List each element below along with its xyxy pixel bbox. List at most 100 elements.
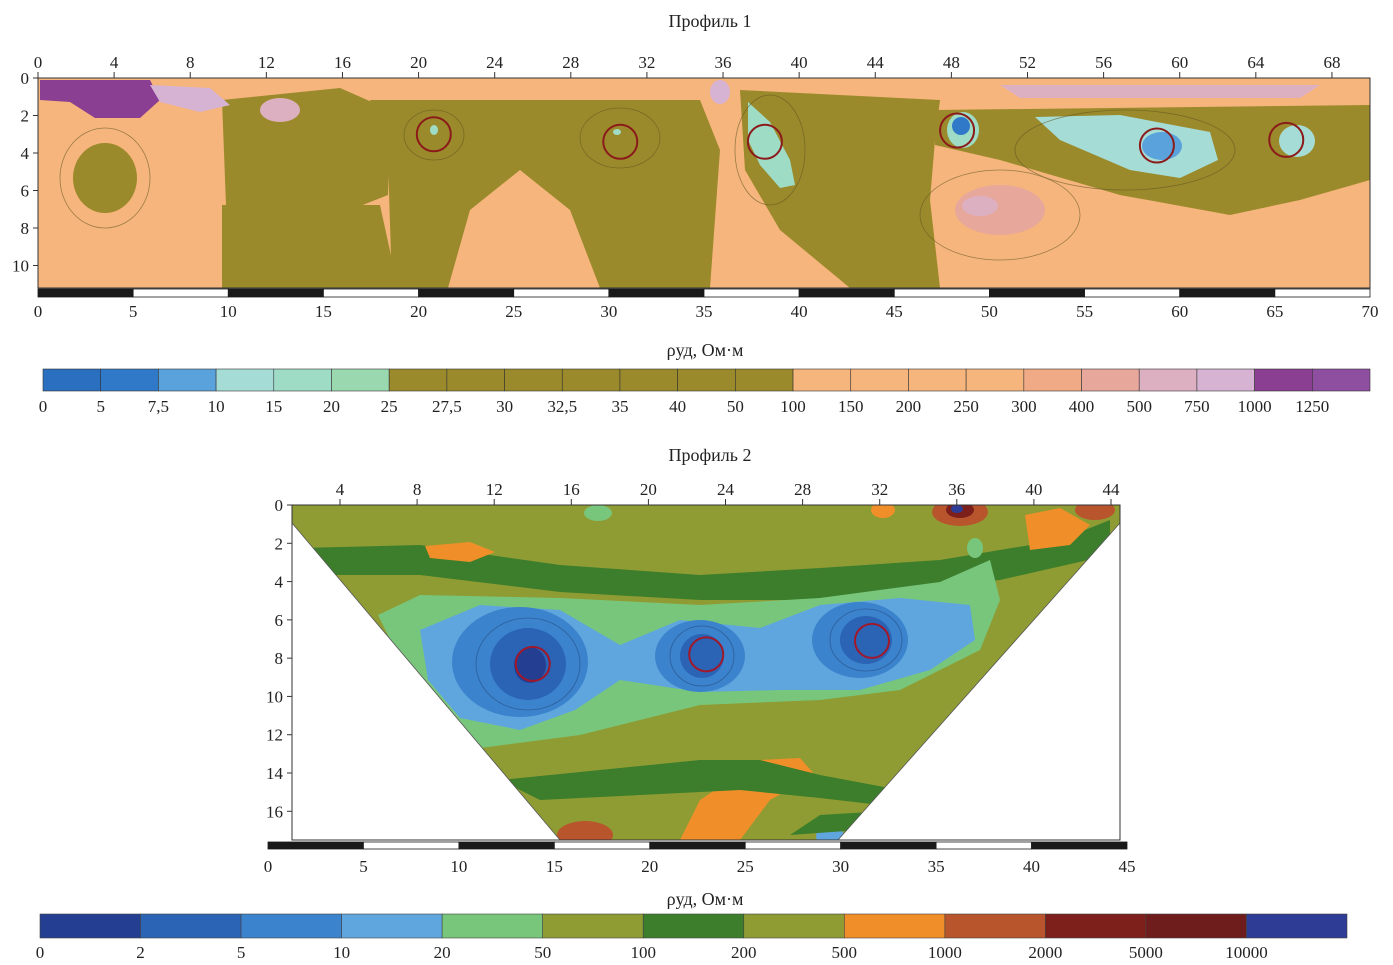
scale-bar-segment (363, 841, 460, 850)
colorbar-2-tick-label: 500 (832, 943, 858, 962)
p1-region (1035, 115, 1218, 178)
colorbar-2-label: ρуд, Ом·м (667, 889, 744, 909)
p1-frame (37, 77, 1371, 289)
anomaly-marker (602, 123, 639, 160)
colorbar-2-swatch (39, 913, 141, 939)
p1-region (962, 196, 998, 216)
p2-top-tick-label: 20 (640, 480, 657, 499)
p1-scale-tick-label: 55 (1076, 302, 1093, 321)
colorbar-1-tick-label: 35 (611, 397, 628, 416)
p1-top-tick-label: 48 (943, 53, 960, 72)
colorbar-2-swatch (642, 913, 745, 939)
anomaly-marker (1138, 127, 1175, 164)
scale-bar-segment (267, 841, 364, 850)
scale-bar-segment (1031, 841, 1128, 850)
p2-y-tick-label: 0 (275, 496, 284, 515)
colorbar-1-swatch (677, 368, 736, 392)
p2-y-tick-label: 2 (275, 534, 284, 553)
p1-region (260, 98, 300, 122)
p1-scale-tick-label: 20 (410, 302, 427, 321)
colorbar-1: 0 5 7,5 10 15 20 25 27,5 30 32,5 35 40 50 100 150 200 25… (39, 368, 1371, 416)
anomaly-marker (939, 112, 976, 149)
p2-region (1075, 505, 1115, 520)
colorbar-1-swatch (1254, 368, 1313, 392)
p1-top-tick-label: 68 (1323, 53, 1340, 72)
p1-region (748, 102, 795, 188)
colorbar-1-swatch (619, 368, 678, 392)
p2-y-tick-label: 16 (266, 802, 283, 821)
colorbar-2-swatch (743, 913, 845, 939)
p2-y-tick-label: 8 (275, 649, 284, 668)
p1-region (222, 205, 400, 288)
colorbar-1-tick-label: 10 (208, 397, 225, 416)
p2-scale-tick-label: 0 (264, 857, 273, 876)
colorbar-1-swatch (1138, 368, 1198, 392)
p2-y-tick-label: 10 (266, 687, 283, 706)
colorbar-2-swatch (341, 913, 443, 939)
colorbar-1-tick-label: 7,5 (148, 397, 169, 416)
p1-top-tick-label: 56 (1095, 53, 1112, 72)
p1-region (430, 125, 438, 135)
p2-top-tick-label: 40 (1025, 480, 1042, 499)
colorbar-2-swatch (1246, 913, 1348, 939)
p1-scale-tick-label: 5 (129, 302, 138, 321)
colorbar-2-swatch (542, 913, 644, 939)
p2-scale-tick-label: 35 (928, 857, 945, 876)
p1-scale-tick-label: 40 (791, 302, 808, 321)
p1-top-tick-label: 24 (486, 53, 504, 72)
p1-scale-tick-label: 60 (1171, 302, 1188, 321)
p2-region (951, 505, 963, 513)
colorbar-2-tick-label: 50 (534, 943, 551, 962)
colorbar-2-swatch (1045, 913, 1147, 939)
profile-2-x-axis-top: 4 8 12 16 20 24 28 32 36 40 44 (336, 480, 1120, 505)
p2-top-tick-label: 24 (717, 480, 735, 499)
colorbar-2-swatch (140, 913, 242, 939)
colorbar-1-swatch (908, 368, 967, 392)
p1-top-tick-label: 64 (1247, 53, 1265, 72)
colorbar-2-swatch (240, 913, 342, 939)
anomaly-marker (853, 622, 890, 659)
p1-top-tick-label: 44 (867, 53, 885, 72)
colorbar-1-tick-label: 30 (496, 397, 513, 416)
p1-y-tick-label: 10 (12, 257, 29, 276)
colorbar-2-tick-label: 2 (136, 943, 145, 962)
p2-y-tick-label: 14 (266, 764, 284, 783)
p2-y-tick-label: 12 (266, 726, 283, 745)
colorbar-2-tick-label: 10000 (1225, 943, 1268, 962)
colorbar-1-swatch (158, 368, 217, 392)
p2-scale-tick-label: 10 (450, 857, 467, 876)
p2-top-tick-label: 16 (563, 480, 580, 499)
p2-region (1025, 508, 1090, 550)
profile-1-anomaly-markers (415, 112, 1305, 164)
colorbar-1-tick-label: 1000 (1238, 397, 1272, 416)
p1-top-tick-label: 52 (1019, 53, 1036, 72)
colorbar-1-swatch (388, 368, 448, 392)
p1-top-tick-label: 20 (410, 53, 427, 72)
scale-bar-segment (1179, 288, 1276, 298)
p1-region (740, 90, 940, 288)
p1-top-tick-label: 4 (110, 53, 119, 72)
p1-scale-tick-label: 70 (1362, 302, 1379, 321)
p1-y-tick-label: 0 (21, 69, 30, 88)
p1-region (1142, 132, 1182, 160)
scale-bar-segment (608, 288, 705, 298)
p2-y-tick-label: 4 (275, 573, 284, 592)
colorbar-1-tick-label: 400 (1069, 397, 1095, 416)
p2-scale-tick-label: 5 (359, 857, 368, 876)
colorbar-2: 0 2 5 10 20 50 100 200 500 1000 2000 5000 10000 (36, 913, 1348, 962)
colorbar-1-swatch (215, 368, 275, 392)
scale-bar-segment (935, 841, 1032, 850)
colorbar-2-tick-label: 1000 (928, 943, 962, 962)
colorbar-2-swatch (441, 913, 543, 939)
colorbar-1-tick-label: 32,5 (547, 397, 577, 416)
colorbar-1-swatch (100, 368, 159, 392)
profile-1-x-axis-bottom: 0 5 10 15 20 25 30 35 40 45 50 55 60 65 70 (34, 302, 1379, 321)
p1-region (1279, 125, 1315, 157)
profile-1-scale-bar (37, 288, 1371, 298)
p1-region (613, 129, 621, 135)
p1-scale-tick-label: 0 (34, 302, 43, 321)
p1-region (710, 80, 730, 104)
scale-bar-segment (513, 288, 610, 298)
p1-region (40, 80, 160, 118)
